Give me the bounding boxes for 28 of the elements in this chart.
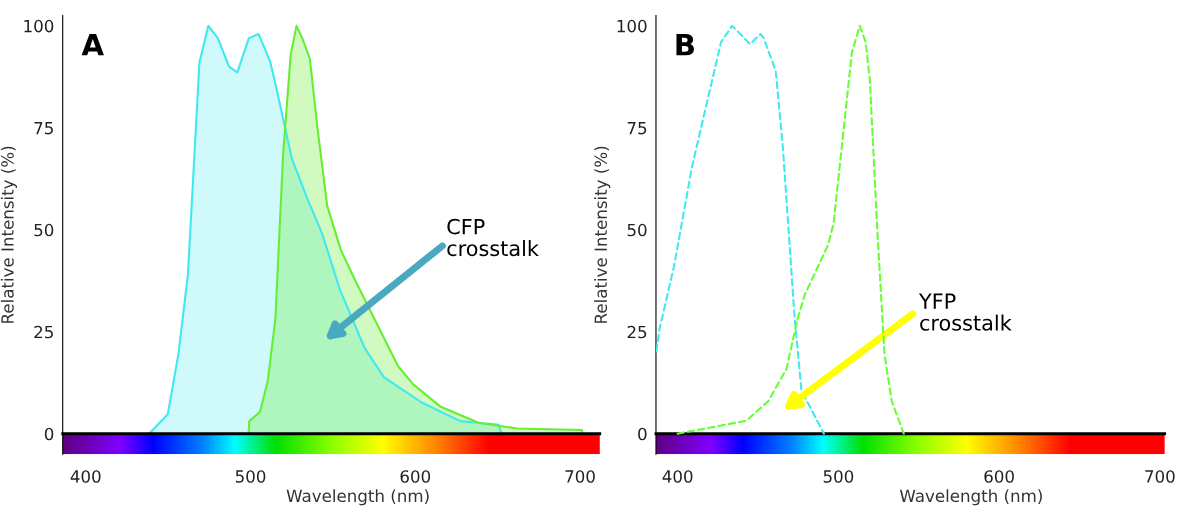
y-tick-label: 50 [34,223,54,237]
y-tick-label: 25 [34,325,53,339]
x-tick-label: 700 [565,470,595,483]
annotation: CFP crosstalk [447,218,539,257]
chart-title: A [81,34,104,56]
x-tick-label: 700 [1145,470,1175,483]
y-tick-label: 0 [44,427,54,441]
x-tick-label: 400 [662,470,693,483]
line-series [676,24,905,435]
x-tick-label: 400 [70,470,101,483]
y-tick-label: 75 [627,122,647,135]
y-tick-label: 100 [617,19,647,33]
y-tick-label: 0 [638,427,647,441]
y-tick-label: 75 [34,122,53,135]
y-axis-title: Relative Intensity (%) [594,146,611,323]
x-tick-label: 500 [235,470,266,483]
x-tick-label: 600 [400,470,431,483]
chart-title: B [676,34,694,56]
line-series [655,24,825,435]
x-tick-label: 500 [823,470,854,483]
y-tick-label: 50 [627,223,647,237]
y-tick-label: 100 [24,19,54,33]
x-axis-title: Wavelength (nm) [286,489,429,506]
y-axis-title: Relative Intensity (%) [0,146,17,323]
x-axis-title: Wavelength (nm) [899,489,1042,506]
annotation: YFP crosstalk [918,293,1012,331]
x-tick-label: 600 [984,470,1014,483]
y-tick-label: 25 [627,325,647,339]
